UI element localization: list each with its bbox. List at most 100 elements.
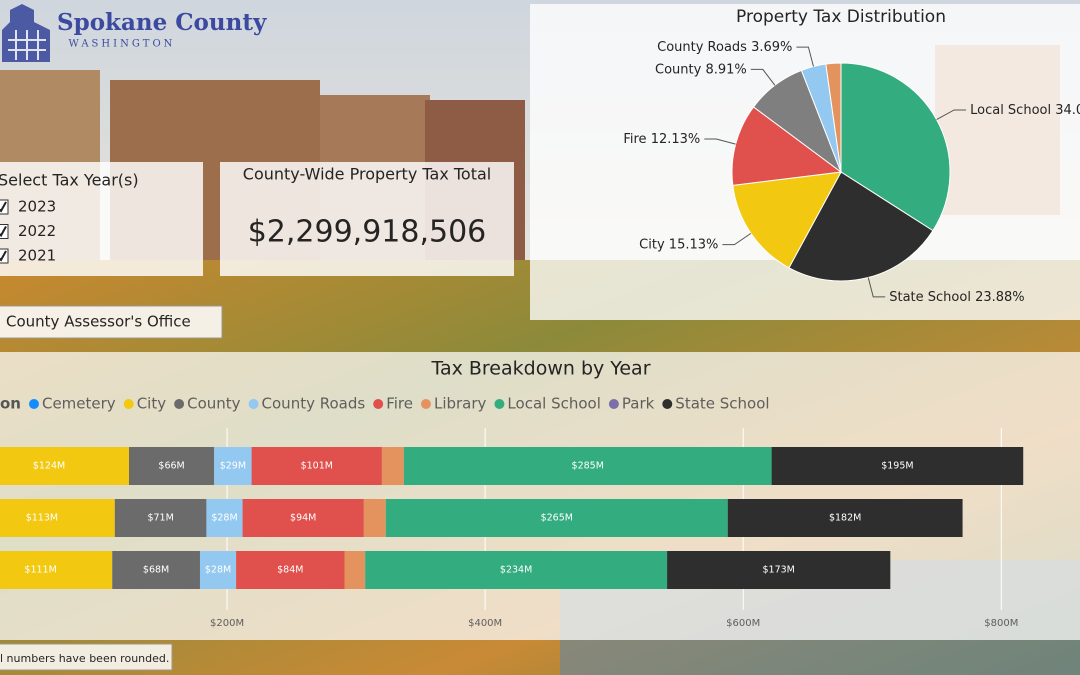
legend-swatch — [174, 399, 185, 409]
data-label: $265M — [541, 513, 573, 524]
check-mark — [0, 226, 7, 238]
assessor-button[interactable] — [0, 305, 223, 339]
footer-note: l numbers have been rounded. — [0, 652, 169, 665]
check-mark — [0, 250, 7, 262]
data-label: $28M — [205, 565, 231, 576]
legend-label: Fire — [386, 395, 413, 413]
pie-label-name: State School — [889, 289, 971, 304]
slicer-options: 2023 2022 2021 — [0, 198, 56, 265]
bar-segment — [381, 447, 404, 485]
bar-segment — [667, 551, 891, 589]
pie-slice — [825, 62, 842, 173]
data-label: $182M — [829, 513, 861, 524]
pie-label: City 15.13% — [639, 237, 718, 252]
bar-segment — [199, 551, 237, 589]
check-mark — [0, 201, 7, 213]
logo — [2, 4, 50, 62]
card-value: $2,299,918,506 — [248, 215, 487, 250]
bar-segment — [363, 499, 386, 537]
pie-label: County Roads 3.69% — [657, 40, 792, 55]
bar-segment — [242, 499, 364, 537]
bar-segment — [727, 499, 963, 537]
data-label: $66M — [158, 461, 184, 472]
legend-label: Local School — [507, 395, 600, 413]
x-tick-label: $600M — [726, 618, 760, 629]
chart-title: Tax Breakdown by Year — [430, 358, 650, 380]
bar-segment — [214, 447, 252, 485]
kpi-card — [220, 162, 514, 276]
data-label: $94M — [290, 513, 316, 524]
legend-label: Cemetery — [42, 395, 116, 413]
slicer-option: 2022 — [18, 222, 56, 240]
pie-label: State School 23.88% — [889, 289, 1024, 304]
pie-label-value: 23.88% — [975, 289, 1025, 304]
legend-swatch — [420, 399, 431, 409]
legend-swatch — [373, 399, 384, 409]
pie-label: County 8.91% — [655, 62, 747, 77]
data-label: $28M — [211, 513, 237, 524]
data-label: $101M — [301, 461, 333, 472]
bar-segment — [129, 447, 215, 485]
bar-segment — [0, 551, 113, 589]
bar-segment — [0, 447, 130, 485]
legend-title: on — [0, 395, 21, 413]
org-title: Spokane County — [57, 9, 267, 36]
slicer-panel — [0, 162, 203, 276]
bar-segment — [114, 499, 207, 537]
pie-label: Fire 12.13% — [623, 132, 700, 147]
bar-segment — [344, 551, 366, 589]
data-label: $173M — [763, 565, 795, 576]
pie-label-value: 34.04% — [1055, 102, 1080, 117]
pie-slice — [840, 62, 951, 232]
slicer-title: Select Tax Year(s) — [0, 171, 139, 190]
data-label: $285M — [572, 461, 604, 472]
bar-segment — [365, 551, 668, 589]
pie-label-value: 3.69% — [751, 40, 792, 55]
legend-swatch — [123, 399, 134, 409]
legend-swatch — [248, 399, 259, 409]
pie-slice — [732, 171, 842, 269]
legend-label: State School — [675, 395, 769, 413]
pie-label-value: 15.13% — [669, 237, 719, 252]
data-label: $68M — [143, 565, 169, 576]
bar-segment — [251, 447, 382, 485]
legend-label: County Roads — [262, 395, 366, 413]
pie-label-name: County Roads — [657, 40, 747, 55]
leader-line — [750, 68, 776, 86]
chart-title: Property Tax Distribution — [736, 7, 946, 27]
leader-line — [936, 109, 967, 121]
bar-segment — [236, 551, 345, 589]
data-label: $111M — [24, 565, 56, 576]
pie-label-name: County — [655, 62, 702, 77]
bar-segment — [771, 447, 1024, 485]
pie-label-value: 8.91% — [705, 62, 746, 77]
bar-segment — [206, 499, 243, 537]
legend-label: Library — [434, 395, 487, 413]
legend-swatch — [494, 399, 505, 409]
leader-line — [796, 46, 814, 67]
leader-line — [704, 138, 736, 145]
legend-label: County — [187, 395, 241, 413]
pie-label-name: Local School — [970, 102, 1051, 117]
leader-line — [722, 232, 752, 246]
legend-swatch — [662, 399, 673, 409]
footer-box — [0, 643, 173, 671]
org-subtitle: WASHINGTON — [69, 39, 176, 50]
legend-label: Park — [622, 395, 655, 413]
slicer-option: 2023 — [18, 198, 56, 216]
x-tick-label: $400M — [468, 618, 502, 629]
data-label: $29M — [220, 461, 246, 472]
bar-segment — [112, 551, 200, 589]
button-label[interactable]: County Assessor's Office — [6, 313, 191, 331]
x-tick-label: $200M — [210, 618, 244, 629]
legend-label: City — [137, 395, 167, 413]
data-label: $124M — [33, 461, 65, 472]
leader-line — [867, 277, 886, 298]
data-label: $113M — [26, 513, 58, 524]
bar-segment — [385, 499, 728, 537]
legend-swatch — [28, 399, 39, 409]
x-tick-label: $800M — [984, 618, 1018, 629]
slicer-option: 2021 — [18, 247, 56, 265]
